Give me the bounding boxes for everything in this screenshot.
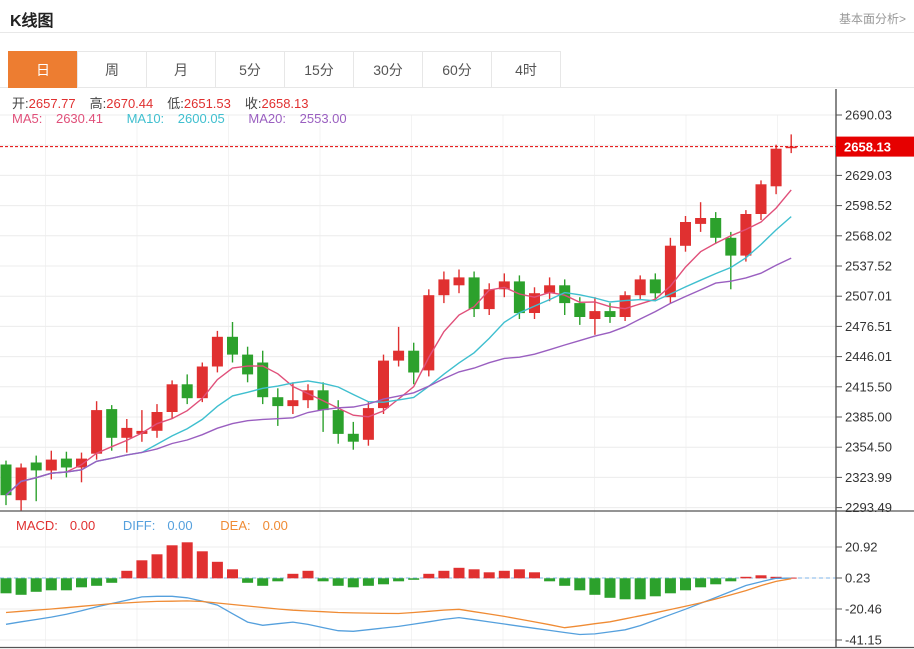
close-label: 收: — [244, 96, 262, 111]
high-label: 高: — [89, 96, 107, 111]
ma5-label-value: MA5: 2630.41 — [12, 111, 103, 126]
svg-text:2476.51: 2476.51 — [845, 319, 892, 334]
low-label: 低: — [167, 96, 184, 111]
macd-axis-labels: 20.92 0.23 -20.46 -41.15 — [836, 540, 882, 648]
close-value: 2658.13 — [261, 96, 309, 111]
ma20-label-value: MA20: 2553.00 — [248, 111, 347, 126]
title-divider — [0, 32, 914, 33]
macd-gridlines — [0, 546, 836, 641]
svg-text:2385.00: 2385.00 — [845, 410, 892, 425]
macd-label-value: MACD: 0.00 — [16, 518, 96, 533]
macd-info-row: MACD: 0.00 DIFF: 0.00 DEA: 0.00 — [16, 518, 312, 533]
ohlc-info-row: 开:2657.77 高:2670.44 低:2651.53 收:2658.13 — [12, 93, 323, 112]
macd-histogram — [0, 542, 797, 600]
price-gridlines — [0, 114, 836, 509]
kline-chart-canvas[interactable]: 2690.03 2629.03 2598.52 2568.02 2537.52 2507.… — [0, 89, 914, 649]
diff-line — [5, 577, 792, 636]
page-title: K线图 — [10, 13, 54, 30]
interval-tabs: 日周月 5分 15分 30分 60分 4时 — [8, 51, 561, 88]
tab-interval-6[interactable]: 60分 — [422, 51, 492, 88]
kline-chart-svg[interactable]: 2690.03 2629.03 2598.52 2568.02 2537.52 2507.… — [0, 89, 914, 649]
tab-interval-5[interactable]: 30分 — [353, 51, 423, 88]
svg-text:-41.15: -41.15 — [845, 633, 882, 648]
tab-interval-0[interactable]: 日 — [8, 51, 78, 88]
tab-interval-7[interactable]: 4时 — [491, 51, 561, 88]
ma5-line — [5, 189, 792, 496]
candlestick-series — [0, 134, 797, 512]
chart-frame — [0, 89, 914, 649]
svg-text:2537.52: 2537.52 — [845, 259, 892, 274]
interval-tabbar: 日周月 5分 15分 30分 60分 4时 — [0, 51, 914, 88]
open-label: 开: — [12, 96, 29, 111]
svg-text:-20.46: -20.46 — [845, 602, 882, 617]
svg-text:2293.49: 2293.49 — [845, 500, 892, 515]
svg-text:20.92: 20.92 — [845, 540, 878, 555]
ma-info-row: MA5: 2630.41 MA10: 2600.05 MA20: 2553.00 — [12, 111, 367, 126]
svg-text:2568.02: 2568.02 — [845, 228, 892, 243]
tab-interval-2[interactable]: 月 — [146, 51, 216, 88]
dea-label-value: DEA: 0.00 — [220, 518, 288, 533]
svg-text:2690.03: 2690.03 — [845, 108, 892, 123]
low-value: 2651.53 — [183, 96, 231, 111]
svg-text:2629.03: 2629.03 — [845, 168, 892, 183]
svg-text:2507.01: 2507.01 — [845, 289, 892, 304]
vertical-gridlines — [45, 115, 778, 648]
tab-interval-4[interactable]: 15分 — [284, 51, 354, 88]
ma10-label-value: MA10: 2600.05 — [126, 111, 225, 126]
svg-text:2323.99: 2323.99 — [845, 470, 892, 485]
svg-text:2598.52: 2598.52 — [845, 198, 892, 213]
svg-text:2415.50: 2415.50 — [845, 379, 892, 394]
svg-text:2658.13: 2658.13 — [844, 139, 891, 154]
price-axis-labels: 2690.03 2629.03 2598.52 2568.02 2537.52 2507.… — [836, 108, 892, 515]
svg-text:2446.01: 2446.01 — [845, 349, 892, 364]
tab-interval-3[interactable]: 5分 — [215, 51, 285, 88]
diff-label-value: DIFF: 0.00 — [122, 518, 193, 533]
high-value: 2670.44 — [106, 96, 154, 111]
svg-text:0.23: 0.23 — [845, 571, 870, 586]
current-price-badge: 2658.13 — [836, 136, 914, 157]
ma20-line — [5, 257, 792, 496]
svg-text:2354.50: 2354.50 — [845, 440, 892, 455]
tab-interval-1[interactable]: 周 — [77, 51, 147, 88]
dea-line — [5, 578, 792, 629]
open-value: 2657.77 — [28, 96, 76, 111]
fundamental-analysis-link[interactable]: 基本面分析> — [838, 12, 906, 26]
